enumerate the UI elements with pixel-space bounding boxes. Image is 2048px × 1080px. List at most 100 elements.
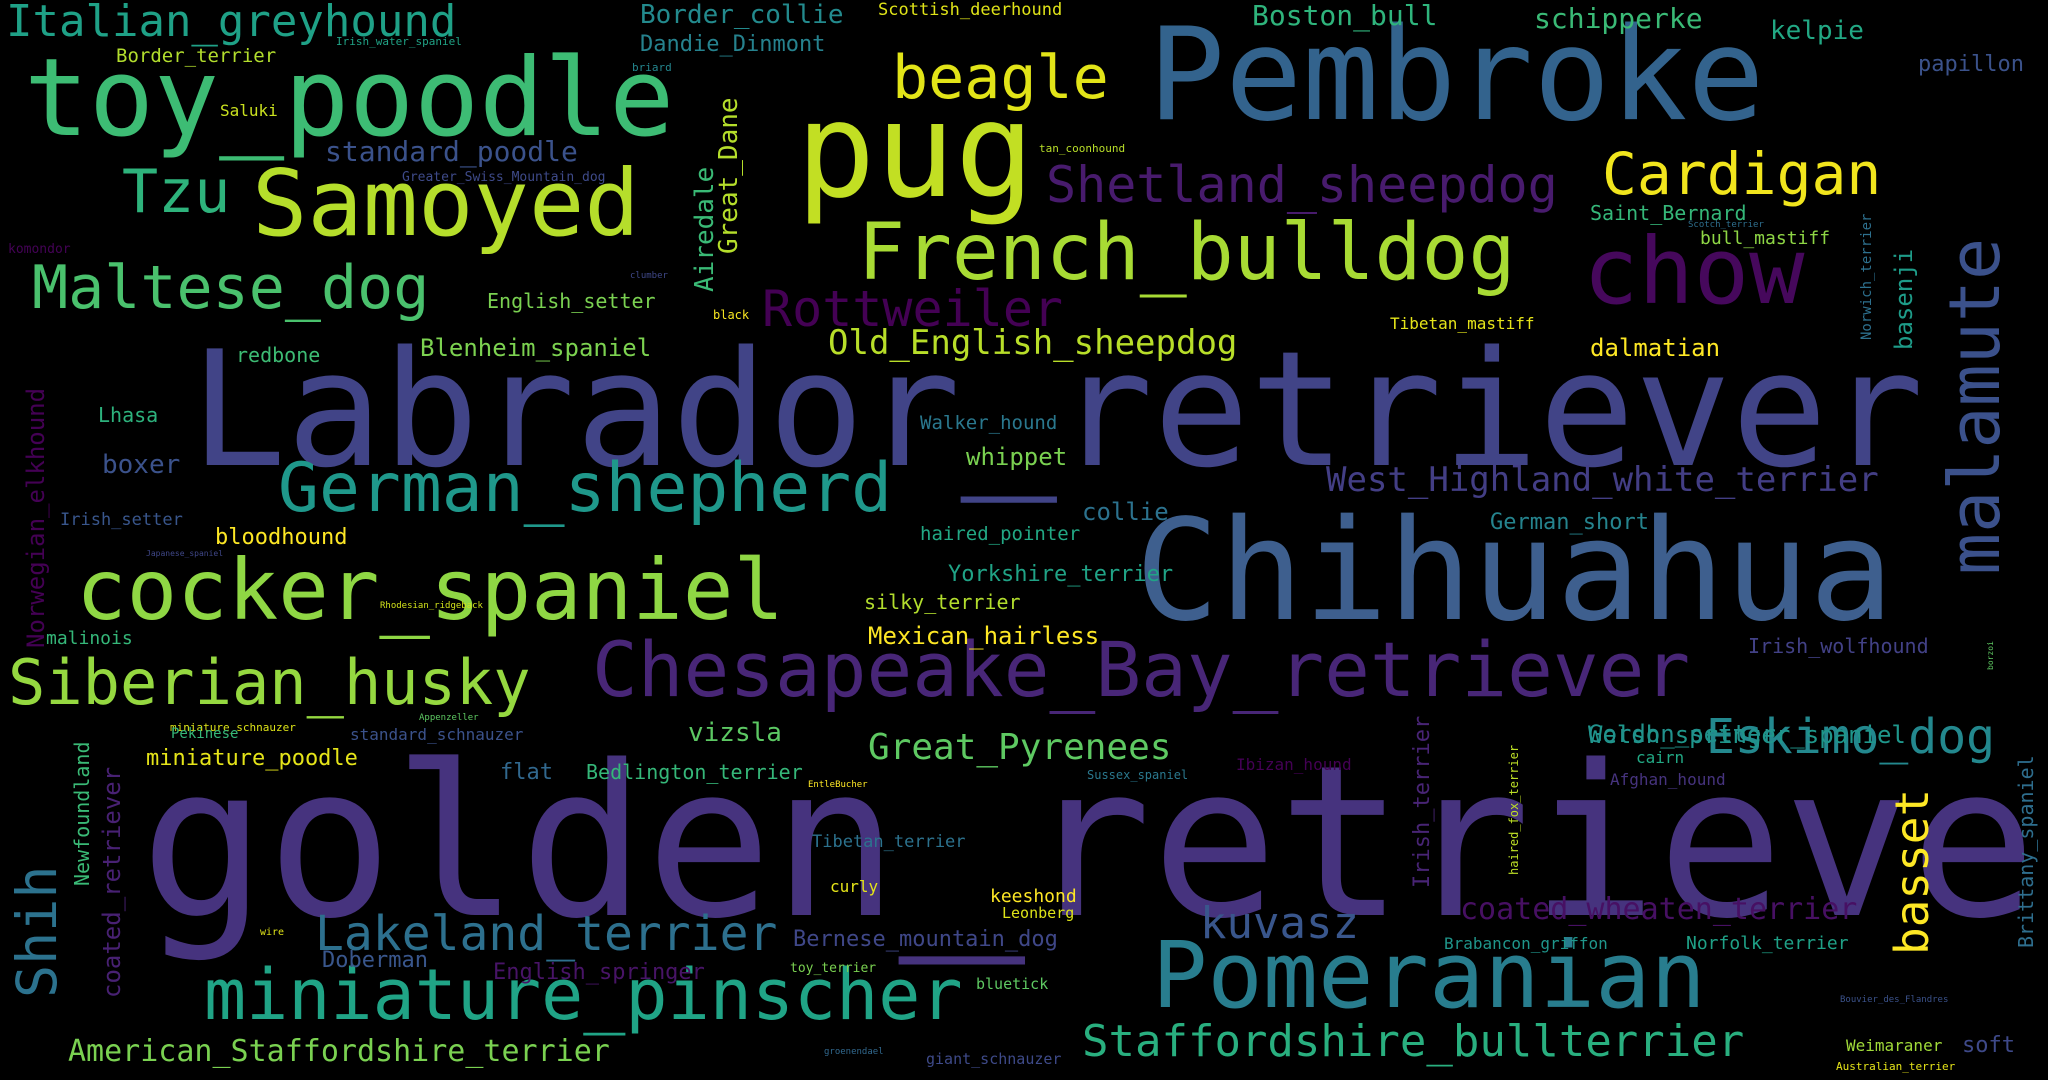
word: Shetland_sheepdog xyxy=(1046,156,1558,214)
word: Irish_wolfhound xyxy=(1748,634,1929,658)
word: Great_Dane xyxy=(714,97,744,254)
word: Siberian_husky xyxy=(8,646,531,719)
word: Irish_terrier xyxy=(1410,715,1435,888)
word: black xyxy=(713,308,750,322)
word: Tzu xyxy=(122,157,231,227)
word: Yorkshire_terrier xyxy=(948,562,1174,587)
word: Welsh_springer_spaniel xyxy=(1588,721,1906,749)
word: basset xyxy=(1885,788,1939,955)
word: coated_wheaten_terrier xyxy=(1460,892,1858,927)
word: Lhasa xyxy=(98,403,159,427)
word: toy_terrier xyxy=(790,961,877,976)
word: Scotch_terrier xyxy=(1688,220,1764,230)
word: Saint_Bernard xyxy=(1590,201,1747,225)
word: bluetick xyxy=(976,975,1049,993)
word: kelpie xyxy=(1770,16,1864,46)
word: Bedlington_terrier xyxy=(586,760,803,784)
word: haired_fox_terrier xyxy=(1507,744,1521,875)
word: keeshond xyxy=(990,886,1077,907)
word: English_setter xyxy=(487,289,656,313)
word: cocker_spaniel xyxy=(76,541,785,639)
word: French_bulldog xyxy=(858,208,1516,298)
word: miniature_schnauzer xyxy=(170,721,296,734)
word: Doberman xyxy=(322,948,428,973)
word: Leonberg xyxy=(1002,904,1075,922)
word: West_Highland_white_terrier xyxy=(1326,460,1879,500)
word: vizsla xyxy=(688,718,782,748)
word: German_shepherd xyxy=(278,449,893,528)
word: Samoyed xyxy=(252,150,640,257)
word: miniature_poodle xyxy=(146,746,358,771)
word: Blenheim_spaniel xyxy=(420,334,652,362)
word: Mexican_hairless xyxy=(868,622,1100,650)
word: Boston_bull xyxy=(1252,0,1438,32)
word: curly xyxy=(830,877,879,896)
word: malamute xyxy=(1934,237,2016,575)
word: Bouvier_des_Flandres xyxy=(1840,995,1949,1005)
word: English_springer xyxy=(493,960,705,985)
word: Australian_terrier xyxy=(1836,1060,1956,1073)
word: Appenzeller xyxy=(419,713,479,723)
word: Chihuahua xyxy=(1135,490,1894,653)
word: miniature_pinscher xyxy=(204,954,963,1036)
word: Newfoundland xyxy=(70,741,94,887)
word: Afghan_hound xyxy=(1610,770,1726,789)
word: golden_retriever xyxy=(140,720,2048,965)
word: Dandie_Dinmont xyxy=(640,32,826,57)
word: Staffordshire_bullterrier xyxy=(1082,1016,1745,1067)
word: dalmatian xyxy=(1590,334,1721,362)
word: collie xyxy=(1082,498,1169,526)
word: Japanese_spaniel xyxy=(146,549,224,558)
word: groenendael xyxy=(824,1047,884,1057)
word: haired_pointer xyxy=(920,523,1081,545)
word: Border_collie xyxy=(640,0,844,30)
word: Bernese_mountain_dog xyxy=(793,927,1058,952)
word: Tibetan_mastiff xyxy=(1390,314,1535,333)
word: giant_schnauzer xyxy=(926,1050,1062,1068)
word: tan_coonhound xyxy=(1039,142,1126,155)
word: soft xyxy=(1962,1033,2015,1058)
word: flat xyxy=(500,760,553,785)
word: schipperke xyxy=(1534,2,1703,35)
word: Ibizan_hound xyxy=(1236,755,1352,774)
word: Tibetan_terrier xyxy=(812,832,966,852)
word: Rottweiler xyxy=(762,280,1064,338)
word: Scottish_deerhound xyxy=(878,0,1063,20)
word: clumber xyxy=(630,271,668,281)
word: Irish_setter xyxy=(60,510,183,530)
word: Pekinese xyxy=(171,726,239,742)
word: chow xyxy=(1583,218,1805,325)
word: Saluki xyxy=(220,101,278,120)
word: Rhodesian_ridgeback xyxy=(380,601,483,611)
word: bull_mastiff xyxy=(1700,228,1831,249)
word: basenji xyxy=(1890,248,1918,350)
word: toy_poodle xyxy=(24,36,675,161)
word: beagle xyxy=(892,43,1109,113)
word: malinois xyxy=(46,628,133,649)
word: Sussex_spaniel xyxy=(1087,768,1189,782)
word: Weimaraner xyxy=(1846,1036,1943,1055)
word: briard xyxy=(632,61,672,74)
word: standard_schnauzer xyxy=(350,725,524,744)
word: Greater_Swiss_Mountain_dog xyxy=(402,170,606,185)
word: Pomeranian xyxy=(1152,922,1706,1029)
word: Cardigan xyxy=(1602,140,1882,208)
word: Brabancon_griffon xyxy=(1444,934,1608,953)
word: Brittany_spaniel xyxy=(2014,755,2038,948)
word: Gordon_setter xyxy=(1588,720,1776,748)
word: Chesapeake_Bay_retriever xyxy=(592,625,1691,714)
word: silky_terrier xyxy=(864,590,1021,614)
word: Old_English_sheepdog xyxy=(828,323,1238,363)
word: standard_poodle xyxy=(325,135,578,168)
word: bloodhound xyxy=(215,525,348,550)
word: Eskimo_dog xyxy=(1706,709,1995,765)
word: Norfolk_terrier xyxy=(1686,933,1849,954)
word: Italian_greyhound xyxy=(6,0,457,47)
word: kuvasz xyxy=(1200,898,1359,949)
word: Labrador_retriever xyxy=(190,316,1924,503)
word: Maltese_dog xyxy=(32,253,430,323)
word: cairn xyxy=(1636,748,1685,767)
word: Border_terrier xyxy=(116,45,277,67)
word: Walker_hound xyxy=(920,412,1058,434)
word: borzoi xyxy=(1986,641,1995,670)
